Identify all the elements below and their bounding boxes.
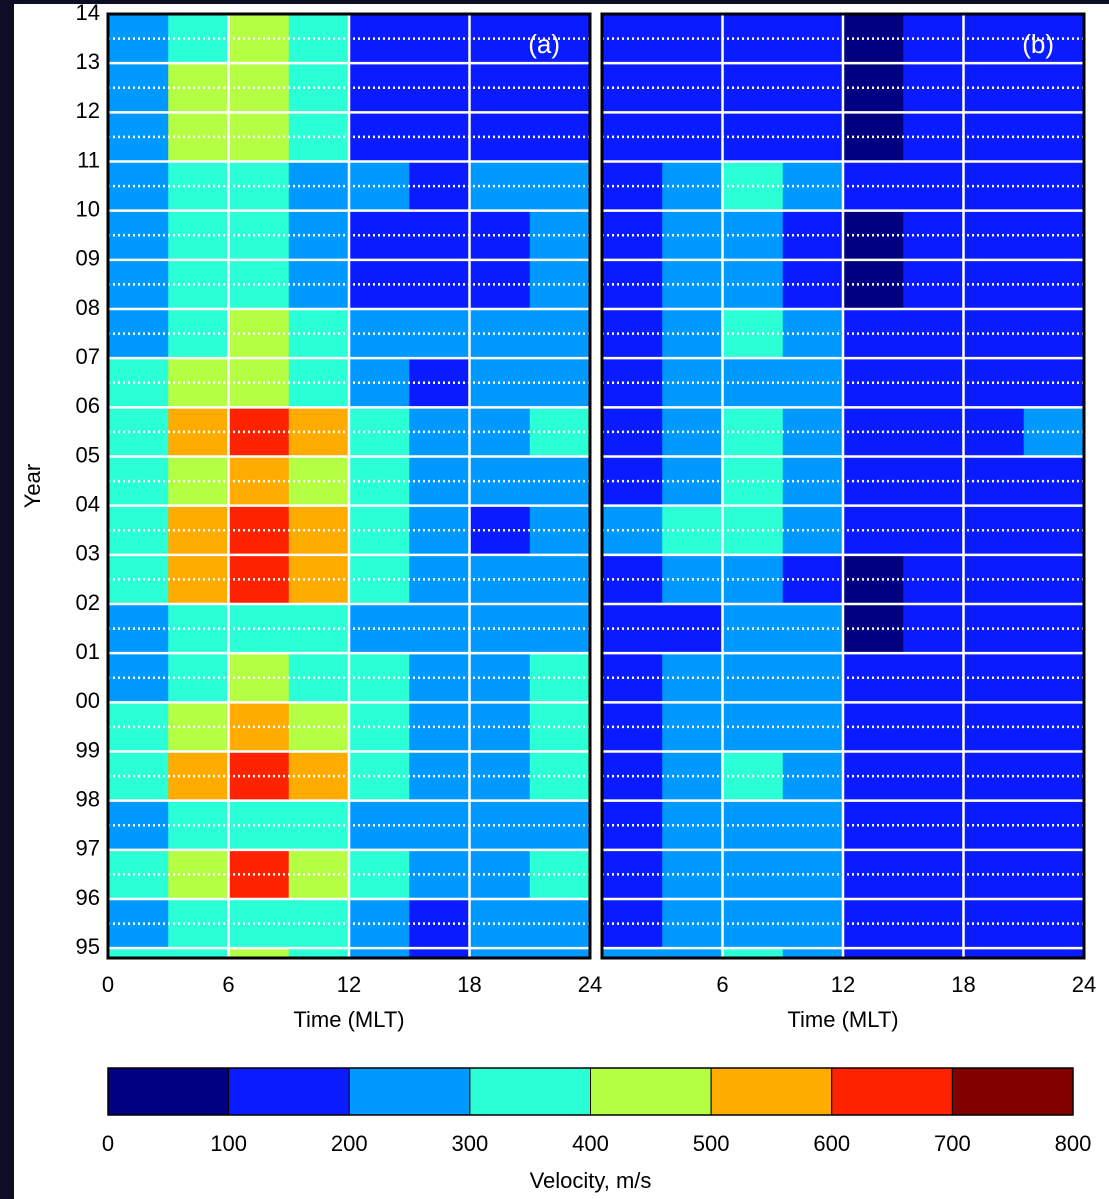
- panel-label: (a): [528, 29, 560, 59]
- heat-cell: [349, 948, 410, 958]
- colorbar-tick-label: 400: [572, 1131, 609, 1156]
- y-tick-label: 10: [76, 196, 100, 221]
- y-tick-label: 00: [76, 688, 100, 713]
- heat-cell: [782, 948, 844, 958]
- heat-cell: [1023, 948, 1084, 958]
- colorbar-segment: [469, 1067, 591, 1116]
- y-tick-label: 05: [76, 442, 100, 467]
- colorbar-segment: [710, 1067, 833, 1116]
- colorbar-segment: [348, 1067, 471, 1116]
- colorbar-tick-label: 300: [452, 1131, 489, 1156]
- x-axis-label: Time (MLT): [787, 1007, 898, 1032]
- plot-frame: [106, 12, 592, 960]
- x-axis-label: Time (MLT): [293, 1007, 404, 1032]
- panel-label: (b): [1022, 29, 1054, 59]
- heat-cell: [602, 948, 663, 958]
- y-tick-label: 97: [76, 836, 100, 861]
- y-tick-label: 99: [76, 737, 100, 762]
- y-tick-label: 09: [76, 246, 100, 271]
- heat-cell: [228, 948, 290, 958]
- heat-cell: [529, 948, 590, 958]
- y-tick-label: 12: [76, 98, 100, 123]
- colorbar-label: Velocity, m/s: [530, 1168, 652, 1193]
- colorbar-tick-label: 700: [934, 1131, 971, 1156]
- colorbar-tick-label: 200: [331, 1131, 368, 1156]
- heat-cell: [168, 948, 229, 958]
- heat-cell: [409, 948, 470, 958]
- y-tick-label: 04: [76, 491, 100, 516]
- heat-cell: [469, 948, 531, 958]
- colorbar-tick-label: 100: [210, 1131, 247, 1156]
- heat-cell: [288, 948, 350, 958]
- y-tick-label: 13: [76, 49, 100, 74]
- colorbar-tick-label: 0: [102, 1131, 114, 1156]
- plot-area: [108, 14, 590, 958]
- plot-frame: [600, 12, 1086, 960]
- colorbar-tick-label: 600: [813, 1131, 850, 1156]
- colorbar-tick-label: 500: [693, 1131, 730, 1156]
- x-tick-label: 18: [951, 972, 975, 997]
- heat-cell: [963, 948, 1025, 958]
- y-tick-label: 03: [76, 541, 100, 566]
- x-tick-label: 18: [457, 972, 481, 997]
- plot-area: [602, 14, 1084, 958]
- y-tick-label: 07: [76, 344, 100, 369]
- colorbar-tick-label: 800: [1055, 1131, 1092, 1156]
- y-tick-label: 95: [76, 934, 100, 959]
- y-axis-label: Year: [20, 464, 45, 508]
- x-tick-label: 6: [222, 972, 234, 997]
- y-tick-label: 06: [76, 393, 100, 418]
- y-tick-label: 08: [76, 295, 100, 320]
- colorbar-segment: [590, 1067, 712, 1116]
- colorbar-frame: [107, 1067, 1074, 1116]
- heat-cell: [722, 948, 784, 958]
- colorbar-segment: [831, 1067, 953, 1116]
- heat-cell: [662, 948, 723, 958]
- x-tick-label: 12: [337, 972, 361, 997]
- y-tick-label: 01: [76, 639, 100, 664]
- heat-cell: [843, 948, 904, 958]
- colorbar-segment: [228, 1067, 350, 1116]
- y-tick-label: 96: [76, 885, 100, 910]
- colorbar-segment: [951, 1067, 1074, 1116]
- heat-cell: [108, 948, 169, 958]
- x-tick-label: 24: [1072, 972, 1096, 997]
- x-tick-label: 0: [102, 972, 114, 997]
- x-tick-label: 6: [716, 972, 728, 997]
- colorbar-segment: [107, 1067, 230, 1116]
- y-tick-label: 98: [76, 786, 100, 811]
- y-tick-label: 02: [76, 590, 100, 615]
- x-tick-label: 24: [578, 972, 602, 997]
- y-tick-label: 11: [77, 147, 100, 172]
- x-tick-label: 12: [831, 972, 855, 997]
- heat-cell: [903, 948, 964, 958]
- y-tick-label: 14: [76, 0, 100, 25]
